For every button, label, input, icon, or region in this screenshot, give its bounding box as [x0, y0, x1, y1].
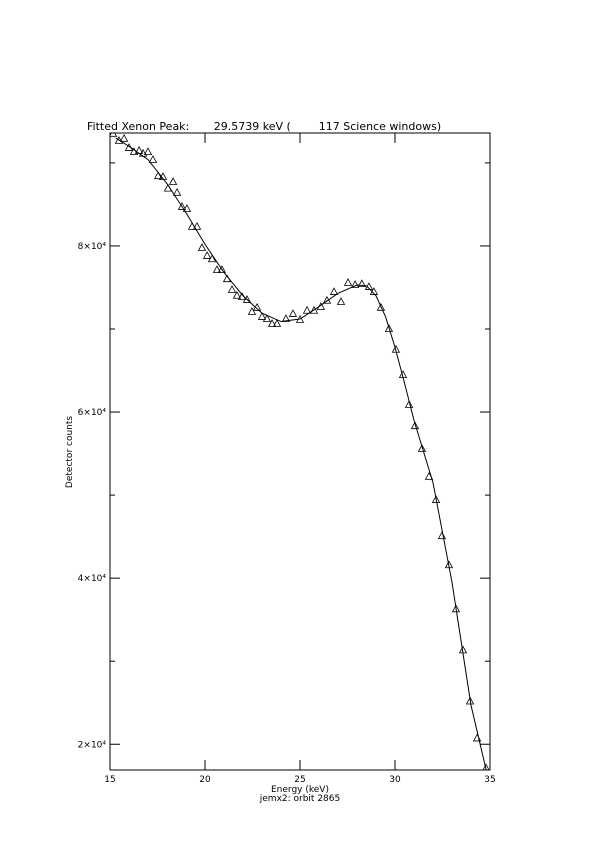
- x-axis-label: Energy (keV): [271, 785, 329, 795]
- x-tick-label: 25: [294, 775, 305, 785]
- data-point: [329, 287, 339, 295]
- data-point: [212, 265, 222, 273]
- data-point: [482, 763, 490, 770]
- data-point: [227, 285, 237, 293]
- data-point: [288, 309, 298, 317]
- y-tick-label: 2×10⁴: [78, 740, 107, 750]
- data-point: [309, 305, 319, 314]
- x-tick-label: 30: [389, 775, 401, 785]
- data-point: [302, 305, 312, 314]
- data-point: [465, 696, 475, 705]
- y-axis-label: Detector counts: [65, 416, 75, 488]
- data-point: [267, 319, 277, 327]
- data-point: [376, 302, 386, 311]
- plot-frame: [109, 132, 491, 771]
- data-point: [404, 400, 414, 408]
- data-point: [114, 136, 124, 144]
- data-point: [336, 297, 346, 305]
- data-point: [110, 133, 118, 137]
- data-point: [153, 171, 163, 180]
- data-point: [350, 280, 360, 288]
- y-tick-label: 4×10⁴: [78, 574, 107, 584]
- data-point: [262, 314, 272, 322]
- data-point: [232, 290, 242, 299]
- subtitle: jemx2: orbit 2865: [259, 794, 340, 804]
- data-point: [119, 133, 129, 142]
- data-point: [172, 187, 182, 196]
- data-point: [431, 495, 441, 503]
- data-point: [177, 202, 187, 210]
- data-point: [417, 444, 427, 452]
- data-point: [202, 251, 212, 259]
- data-point: [410, 421, 420, 430]
- data-point: [207, 254, 217, 263]
- chart-title: Fitted Xenon Peak: 29.5739 keV ( 117 Sci…: [87, 120, 441, 133]
- data-point: [168, 177, 178, 185]
- data-point: [197, 243, 207, 251]
- data-point: [384, 324, 394, 332]
- data-point: [217, 265, 227, 273]
- data-point: [182, 204, 192, 212]
- data-point: [357, 279, 367, 288]
- x-tick-label: 20: [199, 775, 211, 785]
- data-point: [148, 155, 158, 163]
- data-point: [451, 604, 461, 613]
- fit-line: [115, 137, 487, 770]
- y-tick-label: 8×10⁴: [78, 242, 107, 252]
- data-point: [437, 531, 447, 540]
- data-point: [257, 312, 267, 320]
- data-point: [192, 222, 202, 230]
- data-point: [242, 295, 252, 303]
- y-tick-label: 6×10⁴: [78, 408, 107, 418]
- data-point: [143, 147, 153, 156]
- plot-area: [110, 133, 490, 770]
- x-tick-label: 15: [104, 775, 115, 785]
- data-point: [247, 307, 257, 315]
- x-tick-label: 35: [484, 775, 495, 785]
- data-point: [281, 314, 291, 322]
- data-point: [272, 319, 282, 327]
- data-point: [343, 278, 353, 286]
